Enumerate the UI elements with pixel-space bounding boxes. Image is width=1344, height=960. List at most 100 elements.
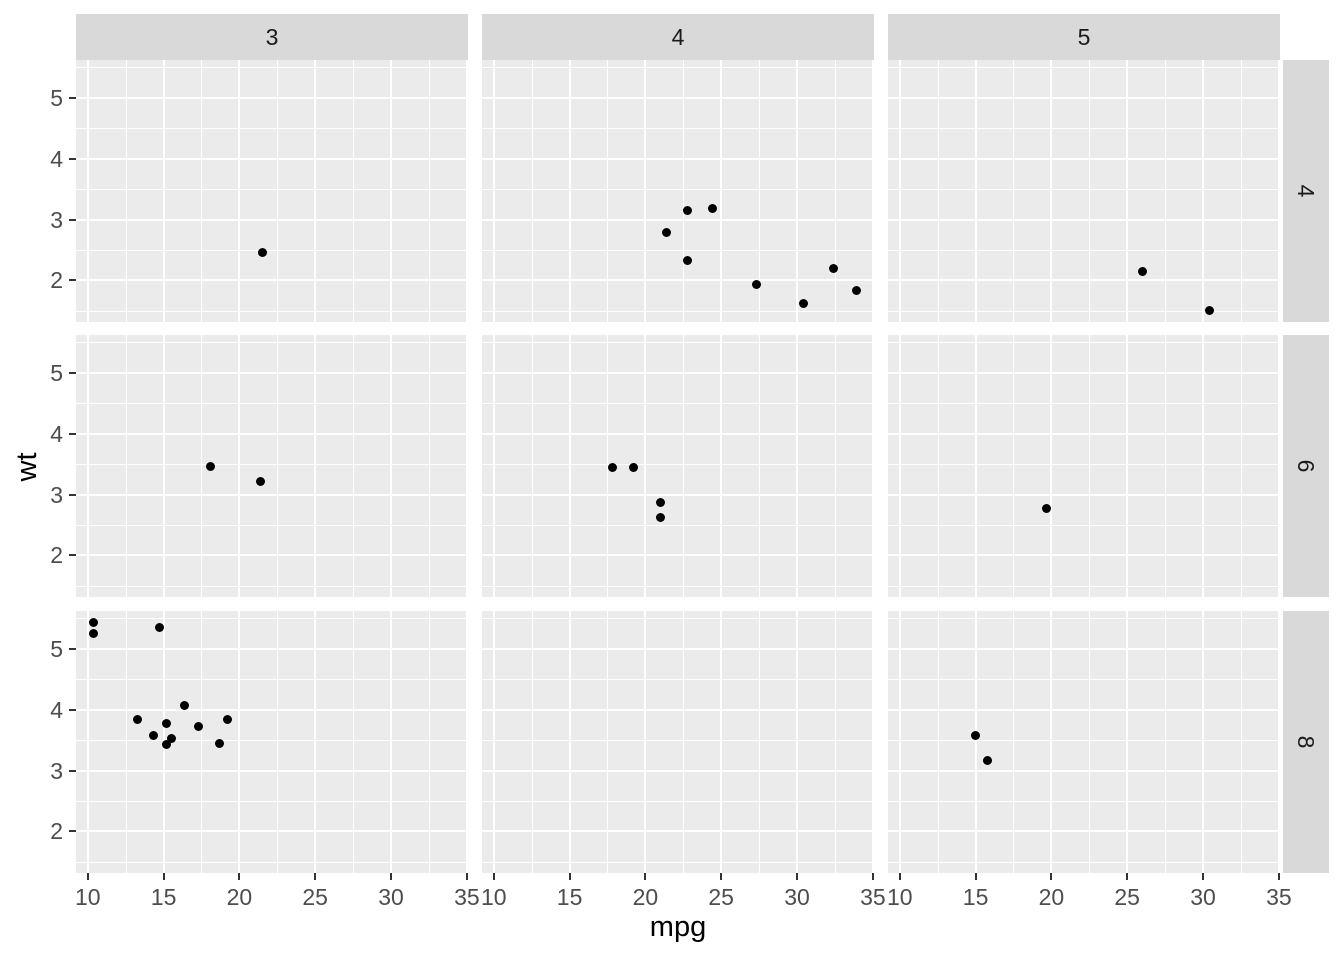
minor-gridline-y — [888, 525, 1280, 526]
facet-panel-gear3-cyl8 — [76, 611, 468, 873]
minor-gridline-y — [888, 67, 1280, 68]
minor-gridline-x — [1013, 335, 1014, 597]
minor-gridline-x — [1013, 60, 1014, 322]
data-point — [707, 203, 717, 213]
minor-gridline-y — [76, 740, 468, 741]
major-gridline-y — [482, 432, 874, 435]
facet-panel-gear5-cyl8 — [888, 611, 1280, 873]
minor-gridline-y — [888, 801, 1280, 802]
major-gridline-x — [796, 335, 798, 597]
minor-gridline-x — [759, 611, 760, 873]
facet-panel-gear4-cyl6 — [482, 335, 874, 597]
facet-row-strip-label: 8 — [1293, 735, 1319, 749]
y-tick-mark — [69, 218, 76, 221]
major-gridline-x — [465, 335, 468, 597]
data-point — [166, 734, 176, 744]
minor-gridline-y — [76, 311, 468, 312]
minor-gridline-y — [482, 342, 874, 343]
major-gridline-x — [465, 611, 468, 873]
x-tick-mark — [1202, 873, 1204, 880]
minor-gridline-y — [76, 464, 468, 465]
x-tick-mark — [390, 873, 392, 880]
major-gridline-x — [86, 60, 89, 322]
x-tick-mark — [238, 873, 241, 880]
x-tick-label: 10 — [481, 884, 507, 910]
minor-gridline-x — [835, 335, 836, 597]
x-tick-label: 10 — [887, 884, 913, 910]
major-gridline-x — [568, 60, 571, 322]
y-tick-mark — [69, 708, 76, 711]
major-gridline-x — [568, 335, 571, 597]
x-tick-mark — [492, 873, 495, 880]
major-gridline-y — [76, 493, 468, 496]
major-gridline-x — [1277, 335, 1280, 597]
facet-column-strip-label: 4 — [671, 24, 685, 50]
minor-gridline-y — [888, 740, 1280, 741]
major-gridline-x — [1202, 335, 1204, 597]
minor-gridline-x — [277, 335, 278, 597]
x-tick-mark — [86, 873, 89, 880]
minor-gridline-y — [76, 618, 468, 619]
major-gridline-x — [720, 611, 723, 873]
minor-gridline-y — [888, 862, 1280, 863]
y-tick-label: 3 — [50, 757, 63, 784]
data-point — [683, 256, 693, 266]
facet-column-strip — [76, 14, 468, 60]
major-gridline-x — [314, 611, 317, 873]
minor-gridline-y — [76, 128, 468, 129]
major-gridline-y — [76, 96, 468, 99]
minor-gridline-y — [888, 189, 1280, 190]
minor-gridline-y — [888, 618, 1280, 619]
major-gridline-y — [888, 96, 1280, 99]
major-gridline-y — [482, 218, 874, 221]
x-tick-mark — [568, 873, 571, 880]
minor-gridline-y — [888, 342, 1280, 343]
data-point — [607, 463, 617, 473]
major-gridline-y — [482, 830, 874, 833]
major-gridline-x — [898, 335, 901, 597]
major-gridline-y — [76, 218, 468, 221]
data-point — [851, 286, 861, 295]
minor-gridline-y — [482, 586, 874, 587]
minor-gridline-x — [607, 611, 608, 873]
minor-gridline-y — [482, 679, 874, 680]
major-gridline-x — [390, 60, 392, 322]
major-gridline-x — [644, 60, 647, 322]
x-axis-title: mpg — [649, 911, 707, 943]
minor-gridline-x — [683, 60, 684, 322]
minor-gridline-x — [353, 335, 354, 597]
data-point — [206, 462, 216, 471]
data-point — [798, 299, 808, 309]
minor-gridline-x — [759, 60, 760, 322]
x-tick-mark — [1277, 873, 1280, 880]
major-gridline-x — [1050, 611, 1053, 873]
minor-gridline-x — [683, 335, 684, 597]
major-gridline-x — [1126, 335, 1129, 597]
major-gridline-y — [482, 157, 874, 160]
major-gridline-x — [1126, 60, 1129, 322]
y-tick-label: 4 — [50, 145, 63, 172]
major-gridline-x — [314, 335, 317, 597]
minor-gridline-y — [76, 586, 468, 587]
minor-gridline-x — [201, 611, 202, 873]
minor-gridline-x — [1089, 60, 1090, 322]
major-gridline-x — [86, 611, 89, 873]
facet-row-strip — [1283, 611, 1329, 873]
data-point — [971, 731, 981, 741]
y-tick-label: 5 — [50, 84, 63, 111]
major-gridline-y — [482, 554, 874, 557]
minor-gridline-x — [1013, 611, 1014, 873]
major-gridline-x — [1202, 60, 1204, 322]
major-gridline-y — [482, 769, 874, 772]
y-tick-mark — [69, 647, 76, 650]
major-gridline-y — [76, 157, 468, 160]
data-point — [162, 739, 172, 749]
major-gridline-x — [86, 335, 89, 597]
facet-row-strip-label: 4 — [1293, 184, 1319, 198]
minor-gridline-x — [532, 60, 533, 322]
x-tick-label: 20 — [632, 884, 659, 910]
x-tick-mark — [871, 873, 874, 880]
major-gridline-y — [76, 769, 468, 772]
minor-gridline-x — [353, 611, 354, 873]
